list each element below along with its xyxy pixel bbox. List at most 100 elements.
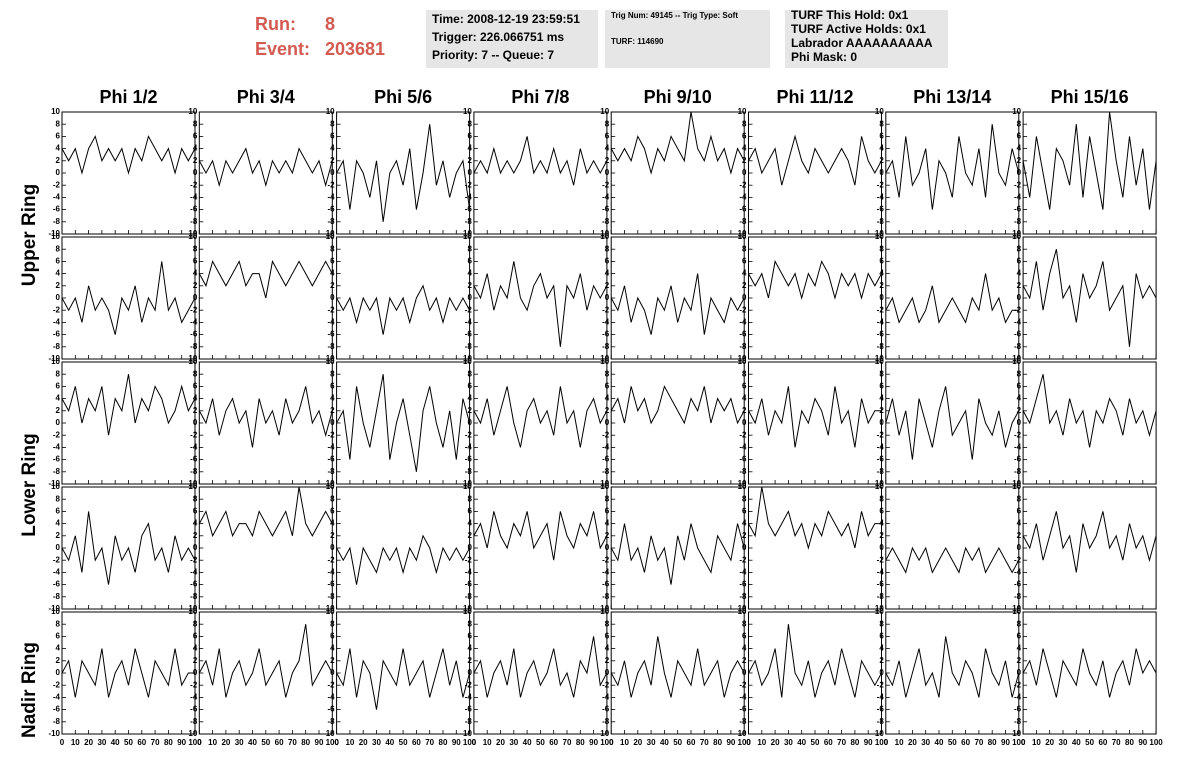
y-tick-label: 8 bbox=[467, 494, 472, 503]
event-label: Event: bbox=[255, 39, 310, 59]
plot-frame bbox=[610, 361, 745, 485]
y-tick-label: -6 bbox=[739, 330, 747, 339]
y-tick-label: 8 bbox=[193, 494, 198, 503]
run-label: Run: bbox=[255, 14, 296, 34]
y-tick-label: -2 bbox=[190, 180, 198, 189]
y-tick-label: -6 bbox=[327, 330, 335, 339]
x-tick-label: 20 bbox=[496, 738, 505, 747]
y-tick-label: -2 bbox=[190, 555, 198, 564]
y-tick-label: -2 bbox=[602, 180, 610, 189]
y-tick-label: -6 bbox=[1014, 455, 1022, 464]
row-title: Nadir Ring bbox=[19, 642, 40, 738]
y-tick-label: -6 bbox=[53, 330, 61, 339]
row-title: Upper Ring bbox=[19, 184, 40, 286]
y-tick-label: -4 bbox=[1014, 443, 1022, 452]
y-tick-label: 0 bbox=[1017, 168, 1022, 177]
y-tick-label: 0 bbox=[742, 168, 747, 177]
y-tick-label: 6 bbox=[193, 132, 198, 141]
y-tick-label: 0 bbox=[879, 543, 884, 552]
x-tick-label: 20 bbox=[221, 738, 230, 747]
y-tick-label: -6 bbox=[190, 205, 198, 214]
y-tick-label: -2 bbox=[53, 180, 61, 189]
y-tick-label: -8 bbox=[739, 467, 747, 476]
y-tick-label: -10 bbox=[872, 354, 884, 363]
x-tick-label: 0 bbox=[472, 738, 477, 747]
y-tick-label: 8 bbox=[330, 119, 335, 128]
y-tick-label: 6 bbox=[605, 132, 610, 141]
y-tick-label: 6 bbox=[56, 132, 61, 141]
y-tick-label: -4 bbox=[877, 193, 885, 202]
y-tick-label: 4 bbox=[1017, 519, 1022, 528]
plot-frame bbox=[885, 111, 1020, 235]
y-tick-label: -6 bbox=[327, 705, 335, 714]
x-tick-label: 80 bbox=[1125, 738, 1134, 747]
y-tick-label: 0 bbox=[742, 418, 747, 427]
y-tick-label: 10 bbox=[188, 607, 197, 616]
x-tick-label: 40 bbox=[1072, 738, 1081, 747]
y-tick-label: -4 bbox=[190, 693, 198, 702]
plot-frame bbox=[473, 611, 608, 735]
x-tick-label: 70 bbox=[425, 738, 434, 747]
y-tick-label: 2 bbox=[605, 406, 610, 415]
column-title: Phi 15/16 bbox=[1051, 87, 1129, 107]
waveform bbox=[885, 386, 1020, 460]
x-tick-label: 60 bbox=[549, 738, 558, 747]
column-title: Phi 7/8 bbox=[511, 87, 569, 107]
y-tick-label: 6 bbox=[1017, 257, 1022, 266]
x-tick-label: 30 bbox=[235, 738, 244, 747]
y-tick-label: 6 bbox=[605, 257, 610, 266]
y-tick-label: 2 bbox=[467, 531, 472, 540]
x-tick-label: 40 bbox=[660, 738, 669, 747]
y-tick-label: 8 bbox=[879, 619, 884, 628]
y-tick-label: 0 bbox=[330, 543, 335, 552]
y-tick-label: 8 bbox=[330, 494, 335, 503]
y-tick-label: -2 bbox=[739, 430, 747, 439]
y-tick-label: 4 bbox=[330, 144, 335, 153]
y-tick-label: 6 bbox=[467, 507, 472, 516]
y-tick-label: -2 bbox=[327, 180, 335, 189]
y-tick-label: -10 bbox=[598, 604, 610, 613]
y-tick-label: 4 bbox=[1017, 269, 1022, 278]
y-tick-label: 8 bbox=[605, 369, 610, 378]
y-tick-label: 2 bbox=[742, 656, 747, 665]
y-tick-label: 4 bbox=[742, 519, 747, 528]
column-title: Phi 11/12 bbox=[776, 87, 853, 107]
y-tick-label: -4 bbox=[327, 193, 335, 202]
y-tick-label: -8 bbox=[190, 717, 198, 726]
y-tick-label: 0 bbox=[330, 668, 335, 677]
y-tick-label: -4 bbox=[190, 443, 198, 452]
y-tick-label: 2 bbox=[1017, 156, 1022, 165]
row-title: Lower Ring bbox=[19, 433, 40, 536]
x-tick-label: 10 bbox=[208, 738, 217, 747]
y-tick-label: -10 bbox=[323, 354, 335, 363]
y-tick-label: 2 bbox=[56, 531, 61, 540]
y-tick-label: -4 bbox=[877, 443, 885, 452]
x-tick-label: 20 bbox=[908, 738, 917, 747]
y-tick-label: 10 bbox=[1012, 607, 1021, 616]
y-tick-label: 4 bbox=[56, 269, 61, 278]
y-tick-label: -8 bbox=[53, 342, 61, 351]
y-tick-label: 4 bbox=[742, 144, 747, 153]
y-tick-label: -4 bbox=[739, 568, 747, 577]
y-tick-label: -2 bbox=[739, 305, 747, 314]
y-tick-label: 2 bbox=[330, 656, 335, 665]
y-tick-label: -4 bbox=[1014, 193, 1022, 202]
y-tick-label: -2 bbox=[327, 680, 335, 689]
y-tick-label: -8 bbox=[877, 592, 885, 601]
y-tick-label: -8 bbox=[1014, 217, 1022, 226]
x-tick-label: 70 bbox=[700, 738, 709, 747]
plot-frame bbox=[473, 111, 608, 235]
y-tick-label: 6 bbox=[56, 632, 61, 641]
y-tick-label: 10 bbox=[463, 607, 472, 616]
waveform bbox=[198, 259, 333, 299]
y-tick-label: -6 bbox=[465, 455, 473, 464]
y-tick-label: 2 bbox=[879, 281, 884, 290]
x-tick-label: 70 bbox=[1112, 738, 1121, 747]
y-tick-label: 2 bbox=[605, 531, 610, 540]
y-tick-label: 2 bbox=[330, 156, 335, 165]
y-tick-label: -8 bbox=[190, 592, 198, 601]
y-tick-label: 2 bbox=[56, 656, 61, 665]
y-tick-label: 0 bbox=[467, 293, 472, 302]
y-tick-label: 10 bbox=[738, 107, 747, 116]
y-tick-label: -2 bbox=[877, 305, 885, 314]
